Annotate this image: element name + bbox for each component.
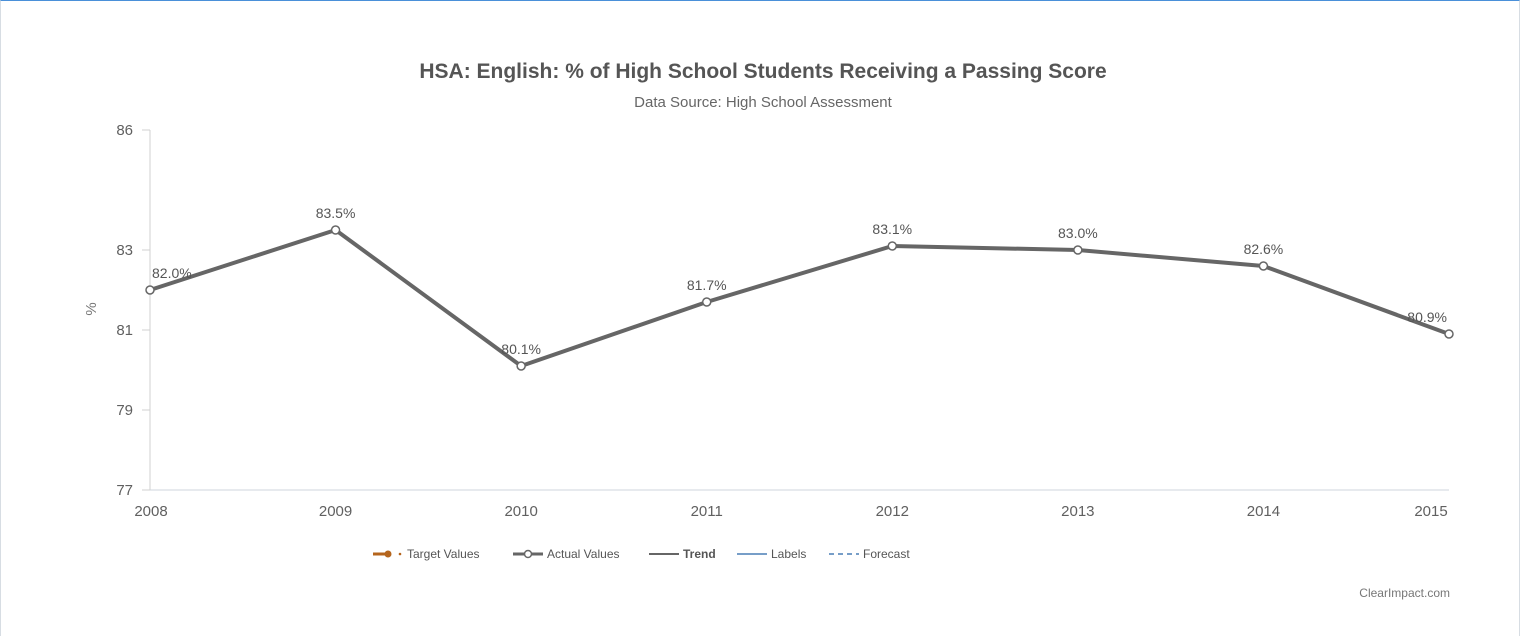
data-label: 82.6% xyxy=(1244,241,1284,257)
legend-label: Actual Values xyxy=(547,547,620,561)
data-point xyxy=(1444,329,1454,339)
legend-label: Forecast xyxy=(863,547,910,561)
x-tick-label: 2011 xyxy=(691,503,723,520)
data-label: 82.0% xyxy=(152,265,192,281)
y-axis-title: % xyxy=(83,302,100,315)
legend-item: Labels xyxy=(737,547,806,561)
chart-subtitle: Data Source: High School Assessment xyxy=(634,94,892,111)
x-tick-label: 2008 xyxy=(134,503,167,520)
legend-marker xyxy=(523,549,533,559)
x-tick-label: 2013 xyxy=(1061,503,1094,520)
y-tick-label: 77 xyxy=(116,482,133,499)
data-point xyxy=(1258,261,1269,271)
data-point xyxy=(330,225,341,235)
legend-item: Trend xyxy=(649,547,716,561)
data-point xyxy=(145,285,155,295)
data-point xyxy=(1073,245,1083,255)
x-tick-label: 2009 xyxy=(319,503,352,520)
legend-item: Forecast xyxy=(829,547,910,561)
data-label: 80.9% xyxy=(1407,309,1447,325)
y-tick-label: 83 xyxy=(116,242,133,259)
y-tick-label: 81 xyxy=(116,322,133,339)
x-tick-label: 2014 xyxy=(1247,503,1280,520)
x-tick-label: 2012 xyxy=(876,503,909,520)
data-point xyxy=(516,361,526,371)
legend-label: Trend xyxy=(683,547,716,561)
x-tick-label: 2010 xyxy=(504,503,537,520)
legend-label: Target Values xyxy=(407,547,480,561)
x-tick-label: 2015 xyxy=(1414,503,1447,520)
legend-marker xyxy=(384,550,392,558)
chart-title: HSA: English: % of High School Students … xyxy=(419,60,1106,83)
legend-marker xyxy=(398,552,402,556)
axes-layer: 77 79 81 83 86 2008 2009 2010 2011 2012 2013 2014 20… xyxy=(116,122,1449,520)
data-label: 80.1% xyxy=(501,341,541,357)
y-tick-label: 86 xyxy=(116,122,133,139)
legend-item: Actual Values xyxy=(513,547,620,561)
legend: Target Values Actual Values Trend Labels For… xyxy=(373,547,910,561)
data-label: 83.0% xyxy=(1058,225,1098,241)
data-point xyxy=(701,297,712,307)
data-label: 81.7% xyxy=(687,277,727,293)
credit-link[interactable]: ClearImpact.com xyxy=(1359,586,1450,600)
data-label: 83.1% xyxy=(872,221,912,237)
legend-label: Labels xyxy=(771,547,806,561)
data-point xyxy=(887,241,898,251)
data-label: 83.5% xyxy=(316,205,356,221)
series-line xyxy=(148,228,1451,368)
legend-item: Target Values xyxy=(373,547,480,561)
y-tick-label: 79 xyxy=(116,402,133,419)
series-layer: 82.0% 83.5% 80.1% 81.7% 83.1% 83.0% 82.6% 80.9% xyxy=(145,205,1454,371)
